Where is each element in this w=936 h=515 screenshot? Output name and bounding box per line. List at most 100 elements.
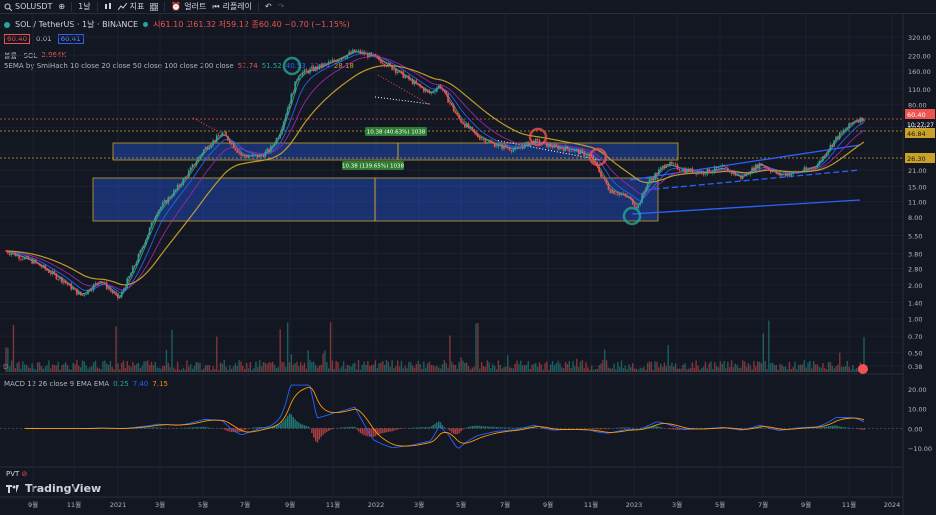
log-scale-button[interactable]: L xyxy=(923,455,934,466)
volume-bar xyxy=(529,368,531,372)
candle-body xyxy=(682,168,684,172)
macd-bar xyxy=(415,427,418,429)
price-tick-label: 80.00 xyxy=(908,102,927,110)
candle-body xyxy=(61,277,63,283)
volume-bar xyxy=(663,362,666,372)
volume-bar xyxy=(687,368,690,372)
time-tick-label: 2021 xyxy=(110,501,127,509)
macd-bar xyxy=(475,425,477,429)
volume-bar xyxy=(438,367,440,372)
templates-button[interactable] xyxy=(150,2,159,11)
chart-type-button[interactable] xyxy=(104,2,112,11)
volume-bar xyxy=(486,360,488,372)
volume-bar xyxy=(393,368,395,372)
macd-bar xyxy=(318,428,321,440)
candle-body xyxy=(529,142,531,147)
undo-button[interactable]: ↶ xyxy=(265,2,272,11)
macd-bar xyxy=(466,427,468,429)
candle-body xyxy=(120,292,123,298)
macd-bar xyxy=(671,428,673,430)
ema-value-20: 51.52 xyxy=(261,62,282,70)
volume-bar xyxy=(561,367,563,372)
macd-tick-label: 10.00 xyxy=(908,406,927,414)
volume-bar xyxy=(738,367,740,372)
volume-bar xyxy=(786,369,789,372)
candle-body xyxy=(292,92,295,94)
macd-bar xyxy=(493,426,496,429)
macd-bar xyxy=(154,427,156,429)
volume-bar xyxy=(518,364,520,372)
macd-bar xyxy=(346,427,349,429)
candle-body xyxy=(620,193,623,195)
macd-bar xyxy=(359,428,362,433)
candle-body xyxy=(113,292,115,293)
volume-bar xyxy=(421,368,423,372)
macd-bar xyxy=(676,428,679,430)
macd-bar xyxy=(451,428,453,433)
macd-bar xyxy=(391,428,393,432)
candle-body xyxy=(333,59,336,61)
volume-bar xyxy=(61,365,63,372)
volume-bar xyxy=(788,361,791,372)
candle-body xyxy=(861,117,863,122)
redo-button[interactable]: ↷ xyxy=(278,2,285,11)
macd-bar xyxy=(316,428,319,443)
macd-label: MACD 12 26 close 9 EMA EMA xyxy=(4,380,110,388)
volume-bar xyxy=(251,369,253,372)
macd-bar xyxy=(469,426,472,429)
auto-scale-button[interactable]: A xyxy=(910,455,921,466)
volume-bar xyxy=(794,361,796,372)
candle-body xyxy=(171,196,173,198)
currency-button[interactable]: USDT xyxy=(906,22,934,32)
volume-bar xyxy=(514,363,516,372)
volume-bar xyxy=(72,362,74,372)
candle-body xyxy=(10,253,13,256)
price-label-bg xyxy=(905,128,935,138)
interval-button[interactable]: 1날 xyxy=(78,2,91,11)
volume-bar xyxy=(178,369,181,372)
macd-bar xyxy=(477,425,479,429)
volume-bar xyxy=(264,362,266,372)
volume-bar xyxy=(607,367,610,372)
macd-bar xyxy=(372,428,375,438)
candle-body xyxy=(672,163,675,165)
buy-price-button[interactable]: 60.41 xyxy=(57,34,84,44)
volume-bar xyxy=(169,367,171,372)
candle-body xyxy=(497,144,500,147)
alert-button[interactable]: ⏰ 얼러트 xyxy=(171,1,206,12)
macd-bar xyxy=(430,426,432,429)
market-status-icon xyxy=(143,22,149,27)
macd-bar xyxy=(689,428,692,430)
candle-body xyxy=(505,145,507,148)
volume-bar xyxy=(544,363,546,372)
indicators-button[interactable]: 지표 xyxy=(117,1,144,12)
volume-bar xyxy=(91,366,93,372)
volume-bar xyxy=(488,362,490,372)
candle-body xyxy=(706,168,709,175)
macd-bar xyxy=(244,428,246,431)
volume-bar xyxy=(812,360,815,372)
volume-bar xyxy=(730,360,733,372)
volume-bar xyxy=(195,361,197,372)
volume-bar xyxy=(783,366,785,372)
macd-bar xyxy=(355,428,358,430)
last-price-label: 60.40 xyxy=(905,109,935,119)
time-tick-label: 3월 xyxy=(672,500,682,509)
volume-bar xyxy=(747,363,750,372)
replay-button[interactable]: ⏮ 리플레이 xyxy=(212,1,252,12)
candle-body xyxy=(467,123,470,129)
price-tick-label: 5.50 xyxy=(908,232,922,240)
candle-body xyxy=(782,173,785,175)
price-tick-label: 11.00 xyxy=(908,199,927,207)
candle-body xyxy=(712,171,714,173)
volume-bar xyxy=(611,368,613,372)
sell-price-button[interactable]: 60.40 xyxy=(4,34,31,44)
symbol-search[interactable]: SOLUSDT xyxy=(4,2,52,11)
candle-body xyxy=(430,92,433,94)
candle-body xyxy=(57,279,60,280)
add-symbol-button[interactable]: ⊕ xyxy=(58,2,66,11)
volume-bar xyxy=(337,362,339,372)
candle-body xyxy=(230,143,233,145)
macd-bar xyxy=(370,428,373,438)
candle-body xyxy=(135,262,138,266)
